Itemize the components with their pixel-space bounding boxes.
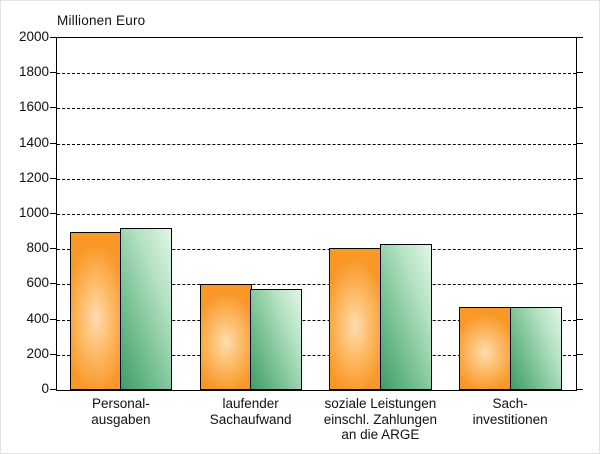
gridline-1000 (57, 214, 576, 215)
y-tick-mark-right (577, 283, 583, 285)
y-tick-label-1200: 1200 (18, 169, 49, 185)
y-tick-label-2000: 2000 (18, 29, 49, 44)
x-category-label-2: laufender Sachaufwand (209, 396, 292, 427)
y-tick-label-800: 800 (26, 240, 49, 256)
y-tick-mark-left (50, 177, 56, 179)
bar-group3-series-1-orange (329, 248, 382, 390)
y-tick-mark-left (50, 107, 56, 109)
x-category-label-4: Sach- investitionen (472, 396, 548, 427)
y-tick-label-400: 400 (26, 310, 49, 326)
gridline-800 (57, 249, 576, 251)
y-tick-label-1600: 1600 (18, 99, 49, 115)
y-tick-mark-right (577, 213, 583, 214)
y-tick-label-1000: 1000 (18, 205, 49, 220)
y-tick-mark-left (50, 248, 56, 250)
gridline-1400 (57, 143, 576, 145)
y-tick-mark-left (50, 213, 56, 214)
y-tick-label-0: 0 (41, 381, 49, 396)
bar-group4-series-1-orange (459, 307, 512, 390)
gridline-200 (57, 354, 576, 356)
y-tick-mark-left (50, 283, 56, 285)
y-tick-mark-right (577, 389, 583, 390)
bar-group1-series-1-orange (69, 232, 122, 390)
y-tick-label-600: 600 (26, 275, 49, 291)
y-tick-mark-left (50, 37, 56, 38)
y-tick-mark-right (577, 37, 583, 38)
gridline-1200 (57, 178, 576, 180)
x-category-label-3: soziale Leistungen einschl. Zahlungen an… (323, 396, 438, 442)
bar-group2-series-2-green (250, 288, 303, 390)
gridline-600 (57, 284, 576, 286)
y-tick-mark-left (50, 318, 56, 320)
y-tick-mark-left (50, 389, 56, 390)
y-tick-mark-left (50, 353, 56, 355)
y-tick-mark-right (577, 248, 583, 250)
y-tick-mark-right (577, 72, 583, 74)
y-tick-label-200: 200 (26, 345, 49, 361)
y-tick-mark-right (577, 177, 583, 179)
y-tick-mark-left (50, 72, 56, 74)
plot-area (56, 37, 577, 391)
gridline-1800 (57, 73, 576, 75)
x-category-label-1: Personal- ausgaben (91, 396, 151, 427)
gridline-1600 (57, 108, 576, 110)
bar-group2-series-1-orange (199, 284, 252, 390)
bar-group3-series-2-green (379, 243, 432, 390)
y-tick-label-1400: 1400 (18, 134, 49, 150)
bar-group1-series-2-green (120, 228, 173, 390)
y-tick-label-1800: 1800 (18, 64, 49, 80)
chart-title: Millionen Euro (57, 13, 146, 28)
bar-group4-series-2-green (509, 307, 562, 390)
y-tick-mark-right (577, 107, 583, 109)
y-tick-mark-left (50, 142, 56, 144)
gridline-400 (57, 319, 576, 321)
y-tick-mark-right (577, 353, 583, 355)
y-tick-mark-right (577, 142, 583, 144)
y-tick-mark-right (577, 318, 583, 320)
